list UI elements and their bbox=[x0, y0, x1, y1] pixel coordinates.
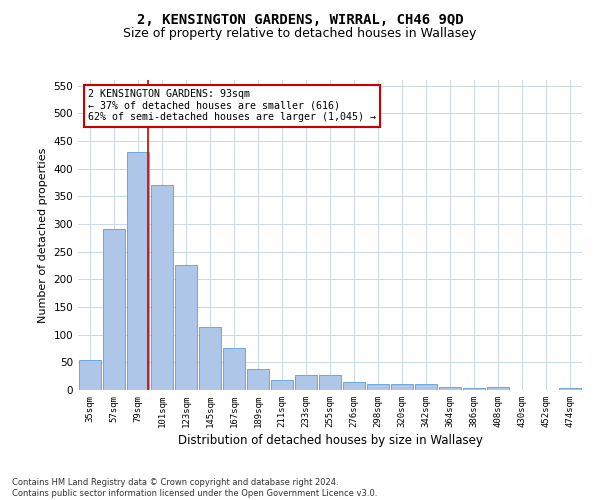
Y-axis label: Number of detached properties: Number of detached properties bbox=[38, 148, 48, 322]
Text: 2 KENSINGTON GARDENS: 93sqm
← 37% of detached houses are smaller (616)
62% of se: 2 KENSINGTON GARDENS: 93sqm ← 37% of det… bbox=[88, 90, 376, 122]
Bar bbox=[439, 387, 461, 390]
Text: Size of property relative to detached houses in Wallasey: Size of property relative to detached ho… bbox=[124, 28, 476, 40]
Bar bbox=[223, 348, 245, 390]
Bar bbox=[367, 384, 389, 390]
Bar bbox=[391, 384, 413, 390]
Bar bbox=[151, 185, 173, 390]
Bar bbox=[559, 388, 581, 390]
Bar bbox=[319, 375, 341, 390]
Bar bbox=[127, 152, 149, 390]
Bar bbox=[295, 375, 317, 390]
Bar bbox=[463, 388, 485, 390]
Bar bbox=[175, 266, 197, 390]
Bar bbox=[343, 382, 365, 390]
Bar bbox=[271, 380, 293, 390]
Text: 2, KENSINGTON GARDENS, WIRRAL, CH46 9QD: 2, KENSINGTON GARDENS, WIRRAL, CH46 9QD bbox=[137, 12, 463, 26]
Bar bbox=[487, 386, 509, 390]
Text: Contains HM Land Registry data © Crown copyright and database right 2024.
Contai: Contains HM Land Registry data © Crown c… bbox=[12, 478, 377, 498]
Bar bbox=[247, 369, 269, 390]
Bar bbox=[103, 230, 125, 390]
Bar bbox=[415, 384, 437, 390]
Bar bbox=[199, 328, 221, 390]
X-axis label: Distribution of detached houses by size in Wallasey: Distribution of detached houses by size … bbox=[178, 434, 482, 447]
Bar bbox=[79, 360, 101, 390]
